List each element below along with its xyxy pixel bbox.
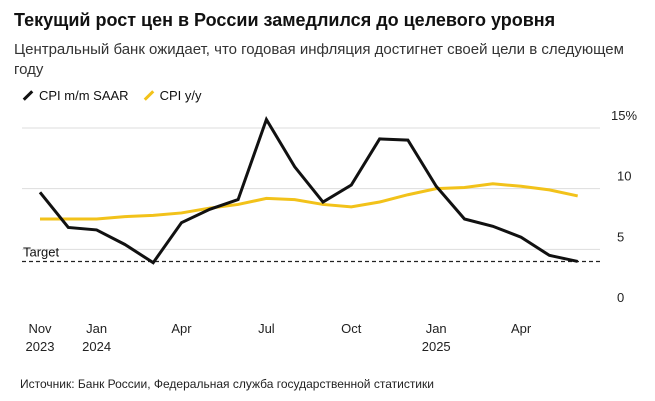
legend-item-cpi-mm: CPI m/m SAAR [22, 88, 129, 103]
y-tick-label: 10 [617, 169, 631, 184]
legend-label: CPI m/m SAAR [39, 88, 129, 103]
x-tick-label: Jan [426, 321, 447, 336]
y-tick-label: 0 [617, 290, 624, 305]
x-tick-label: Nov [28, 321, 52, 336]
x-tick-year: 2023 [26, 339, 55, 354]
series-line-cpi-mm-saar [38, 115, 579, 265]
x-tick-label: Jan [86, 321, 107, 336]
legend-item-cpi-yy: CPI y/y [143, 88, 202, 103]
y-tick-label: 5 [617, 229, 624, 244]
source-note: Источник: Банк России, Федеральная служб… [20, 377, 434, 391]
chart-title: Текущий рост цен в России замедлился до … [14, 10, 556, 30]
x-tick-label: Apr [171, 321, 192, 336]
x-tick-label: Oct [341, 321, 362, 336]
x-tick-label: Jul [258, 321, 275, 336]
legend: CPI m/m SAAR CPI y/y [22, 88, 201, 103]
x-tick-year: 2024 [82, 339, 111, 354]
x-tick-label: Apr [511, 321, 532, 336]
chart-subtitle: Центральный банк ожидает, что годовая ин… [14, 41, 624, 78]
series-line-cpi-yy [40, 182, 579, 221]
x-tick-year: 2025 [422, 339, 451, 354]
y-tick-label: 15% [611, 108, 637, 123]
target-label: Target [23, 244, 60, 259]
legend-label: CPI y/y [159, 88, 202, 103]
